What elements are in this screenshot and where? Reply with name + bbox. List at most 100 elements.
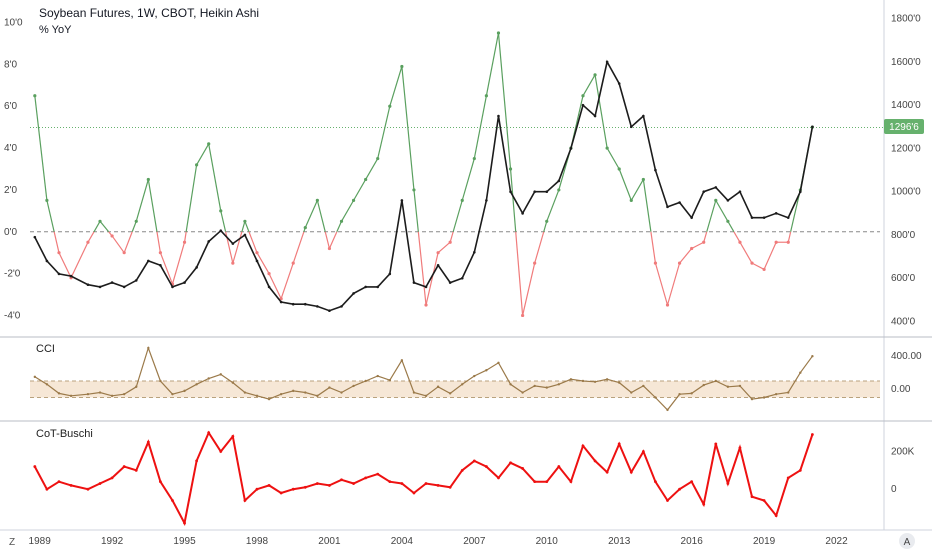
cci-point: [654, 396, 657, 399]
right-tick-label: 1000'0: [891, 187, 921, 198]
cot-point: [762, 499, 766, 502]
price-point: [231, 242, 235, 245]
cci-point: [292, 389, 295, 393]
cot-point: [605, 470, 609, 474]
yoy-segment: [733, 231, 741, 243]
yoy-segment: [546, 189, 560, 222]
yoy-segment: [232, 231, 243, 264]
time-tick-label: 1995: [173, 536, 196, 547]
yoy-segment: [543, 221, 548, 232]
yoy-segment: [220, 210, 227, 232]
cci-point: [726, 385, 730, 388]
price-point: [69, 274, 73, 278]
price-point: [57, 272, 61, 276]
yoy-segment: [147, 179, 158, 232]
price-point: [183, 281, 186, 284]
time-tick-label: 2013: [608, 536, 631, 547]
cot-point: [45, 487, 49, 491]
price-point: [702, 190, 706, 194]
cot-point: [702, 502, 706, 506]
cci-point: [316, 394, 319, 398]
cci-point: [605, 378, 609, 381]
price-point: [666, 205, 669, 209]
cci-point: [811, 355, 814, 358]
auto-scale-button-bg[interactable]: [899, 533, 915, 549]
last-price-badge-bg: [884, 119, 924, 134]
cot-point: [158, 480, 162, 484]
yoy-segment: [401, 66, 415, 190]
yoy-segment: [248, 231, 258, 253]
cot-point: [315, 482, 319, 485]
cot-axis[interactable]: 200K 0: [891, 447, 915, 496]
cot-point: [69, 484, 73, 487]
yoy-segment: [171, 242, 186, 285]
cci-point: [799, 371, 802, 374]
yoy-segment: [34, 95, 48, 201]
yoy-segment: [93, 221, 101, 233]
cot-point: [750, 495, 754, 499]
price-point: [388, 272, 392, 276]
cci-point: [340, 391, 343, 394]
cci-point: [762, 396, 766, 399]
yoy-segment: [196, 143, 210, 166]
price-point: [533, 190, 536, 194]
yoy-segment: [159, 252, 174, 285]
price-point: [98, 285, 102, 289]
price-point: [581, 103, 585, 107]
yoy-segment: [185, 164, 198, 232]
auto-scale-button[interactable]: A: [899, 533, 915, 549]
yoy-segment: [292, 231, 305, 264]
cci-axis[interactable]: 400.00 0.00: [891, 351, 922, 395]
cot-point: [436, 484, 440, 487]
zoom-button[interactable]: Z: [9, 537, 15, 548]
right-tick-label: 1400'0: [891, 100, 921, 111]
price-point: [557, 179, 561, 183]
price-point: [750, 216, 754, 219]
cot-point: [786, 476, 790, 480]
time-tick-label: 2019: [753, 536, 776, 547]
yoy-segment: [461, 158, 475, 201]
cci-point: [690, 392, 693, 395]
cci-point: [666, 408, 669, 412]
time-tick-label: 2016: [681, 536, 704, 547]
cci-point: [267, 397, 271, 401]
cot-point: [448, 485, 452, 489]
cci-point: [569, 378, 573, 381]
cot-point: [714, 442, 718, 446]
price-point: [364, 285, 367, 289]
cot-point: [617, 442, 621, 446]
yoy-segment: [727, 221, 735, 233]
cci-point: [122, 392, 126, 396]
price-point: [509, 190, 512, 194]
cci-point: [69, 394, 73, 398]
cot-point: [545, 480, 549, 484]
cci-point: [497, 361, 500, 365]
cot-point: [303, 485, 307, 489]
time-axis[interactable]: 1989 1992 1995 1998 2001 2004 2007 2010 2013 2016…: [29, 536, 849, 547]
price-point: [340, 305, 343, 308]
price-point: [642, 114, 645, 118]
price-point: [497, 114, 500, 118]
cci-point: [581, 379, 585, 383]
yoy-segment: [515, 231, 524, 316]
cci-point: [147, 346, 150, 350]
zoom-button-label[interactable]: Z: [9, 537, 15, 548]
yoy-segment: [340, 200, 355, 222]
price-point: [799, 190, 802, 194]
cot-point: [183, 521, 186, 525]
price-point: [352, 292, 355, 295]
price-point: [255, 259, 259, 263]
cci-point: [231, 381, 235, 384]
right-axis[interactable]: 1800'0 1600'0 1400'0 1200'0 1000'0 800'0 600'0…: [891, 14, 921, 328]
cci-point: [279, 392, 283, 396]
yoy-segment: [437, 241, 451, 254]
auto-scale-button-label[interactable]: A: [904, 537, 911, 548]
right-tick-label: 1800'0: [891, 14, 921, 25]
cot-tick-label: 0: [891, 484, 897, 495]
price-point: [424, 285, 428, 289]
cot-point: [231, 435, 235, 438]
cot-point: [521, 467, 525, 470]
cci-series: [33, 346, 814, 412]
price-point: [219, 229, 223, 232]
